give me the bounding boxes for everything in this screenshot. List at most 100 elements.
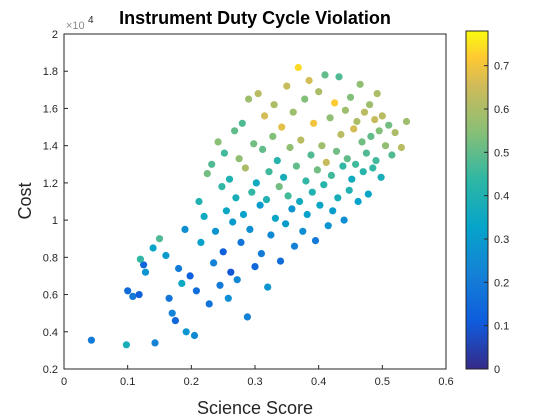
data-point (335, 73, 343, 81)
data-point (359, 168, 367, 176)
x-tick-label: 0.2 (184, 376, 199, 388)
data-point (315, 88, 323, 96)
data-point (275, 183, 283, 191)
data-point (369, 164, 377, 172)
data-point (168, 309, 176, 317)
data-point (270, 101, 278, 109)
data-points (87, 63, 411, 349)
data-point (341, 106, 349, 114)
data-point (192, 287, 200, 295)
data-point (284, 192, 292, 200)
y-axis-ticks: 0.2 0.4 0.6 0.8 1 1.2 1.4 1.6 1.8 2 (43, 29, 68, 376)
data-point (362, 149, 370, 157)
data-point (375, 127, 383, 135)
data-point (327, 171, 335, 179)
data-point (135, 291, 143, 299)
data-point (292, 162, 300, 170)
y-axis-exponent: ×10 4 (66, 15, 94, 32)
data-point (200, 212, 208, 220)
y-tick-label: 1.6 (43, 103, 58, 115)
data-point (225, 175, 234, 183)
data-point (241, 164, 249, 172)
x-tick-label: 0.6 (438, 376, 453, 388)
data-point (308, 188, 316, 196)
data-point (371, 116, 379, 124)
data-point (305, 76, 313, 85)
data-point (267, 231, 275, 239)
data-point (391, 129, 399, 137)
colorbar-tick-label: 0.5 (494, 147, 509, 159)
colorbar-tick-label: 0.3 (494, 234, 509, 246)
data-point (290, 242, 299, 250)
data-point (326, 114, 334, 122)
data-point (233, 276, 241, 284)
data-point (296, 197, 304, 206)
data-point (250, 140, 258, 148)
colorbar-tick-label: 0.7 (494, 61, 509, 73)
colorbar-tick-label: 0 (494, 364, 500, 376)
data-point (334, 194, 342, 202)
data-point (381, 142, 390, 150)
data-point (214, 138, 222, 146)
data-point (165, 294, 173, 302)
data-point (397, 143, 405, 152)
data-point (343, 155, 351, 163)
data-point (87, 336, 95, 344)
data-point (286, 143, 294, 152)
colorbar-ticks: 0 0.1 0.2 0.3 0.4 0.5 0.6 0.7 (484, 61, 509, 376)
data-point (229, 218, 237, 226)
data-point (276, 257, 285, 265)
data-point (278, 123, 286, 131)
data-point (366, 101, 374, 109)
x-tick-label: 0.5 (375, 376, 390, 388)
data-point (358, 138, 366, 146)
data-point (211, 227, 220, 235)
colorbar-tick-label: 0.6 (494, 104, 509, 116)
data-point (216, 281, 224, 289)
data-point (195, 197, 203, 206)
data-point (162, 251, 170, 260)
y-tick-label: 0.2 (43, 364, 58, 376)
data-point (360, 108, 369, 116)
x-tick-label: 0 (61, 376, 67, 388)
data-point (321, 71, 329, 79)
data-point (151, 339, 159, 347)
data-point (322, 158, 330, 166)
data-point (186, 272, 194, 280)
data-point (231, 127, 239, 135)
data-point (261, 112, 269, 120)
data-point (155, 235, 164, 243)
data-point (256, 201, 264, 209)
data-point (149, 244, 157, 252)
data-point (337, 130, 345, 139)
data-point (313, 166, 321, 174)
data-point (222, 207, 230, 215)
data-point (350, 125, 358, 133)
data-point (141, 268, 150, 276)
data-point (332, 147, 341, 155)
data-point (385, 121, 393, 129)
data-point (316, 201, 324, 209)
data-point (339, 162, 347, 170)
data-point (205, 300, 213, 308)
data-point (220, 149, 228, 157)
data-point (175, 264, 183, 273)
data-point (237, 238, 245, 246)
data-point (364, 190, 372, 198)
y-tick-label: 2 (52, 29, 58, 41)
plot-area-frame (63, 33, 447, 370)
data-point (245, 95, 253, 103)
data-point (246, 225, 254, 233)
data-point (356, 80, 364, 88)
colorbar (465, 30, 489, 370)
data-point (197, 238, 205, 246)
data-point (251, 263, 259, 271)
data-point (182, 328, 190, 336)
data-point (302, 177, 310, 185)
data-point (269, 132, 277, 140)
data-point (280, 173, 288, 181)
data-point (271, 214, 279, 222)
y-tick-label: 1.2 (43, 178, 58, 190)
chart-title: Instrument Duty Cycle Violation (119, 8, 391, 28)
data-point (310, 119, 318, 127)
